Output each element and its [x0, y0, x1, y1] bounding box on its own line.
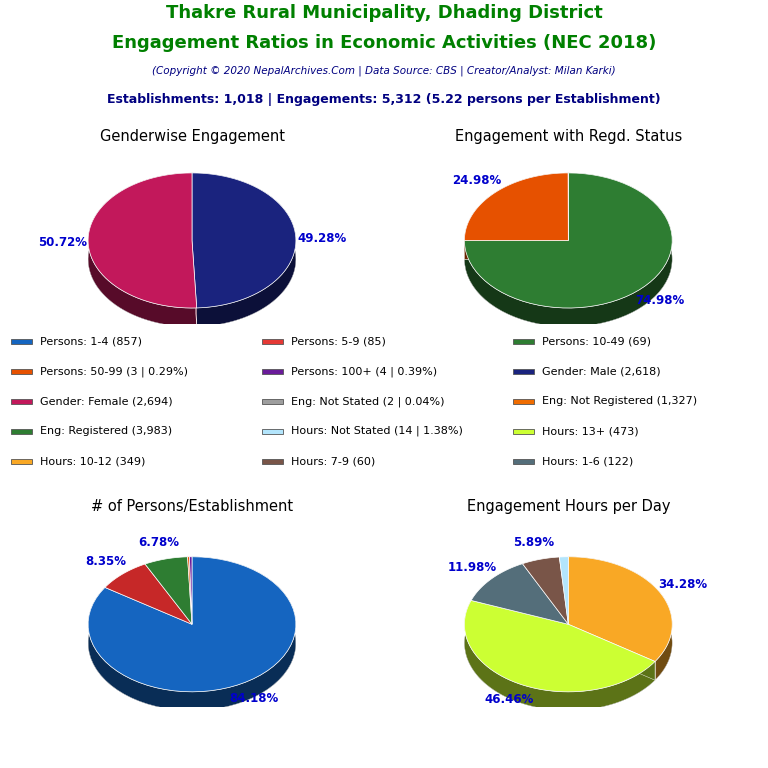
Polygon shape [568, 557, 672, 680]
Text: Hours: 1-6 (122): Hours: 1-6 (122) [541, 456, 633, 466]
FancyBboxPatch shape [263, 399, 283, 404]
Polygon shape [192, 173, 296, 326]
Text: Engagement Ratios in Economic Activities (NEC 2018): Engagement Ratios in Economic Activities… [112, 34, 656, 51]
Text: Thakre Rural Municipality, Dhading District: Thakre Rural Municipality, Dhading Distr… [166, 5, 602, 22]
Polygon shape [187, 557, 192, 624]
FancyBboxPatch shape [12, 429, 31, 434]
Polygon shape [88, 173, 197, 326]
Text: Establishments: 1,018 | Engagements: 5,312 (5.22 persons per Establishment): Establishments: 1,018 | Engagements: 5,3… [108, 94, 660, 106]
Text: Gender: Male (2,618): Gender: Male (2,618) [541, 366, 660, 376]
Polygon shape [465, 240, 568, 260]
FancyBboxPatch shape [12, 399, 31, 404]
FancyBboxPatch shape [12, 339, 31, 344]
Text: Gender: Female (2,694): Gender: Female (2,694) [40, 396, 173, 406]
Text: Persons: 100+ (4 | 0.39%): Persons: 100+ (4 | 0.39%) [291, 366, 437, 376]
Text: 34.28%: 34.28% [658, 578, 707, 591]
Polygon shape [192, 240, 197, 326]
Text: 8.35%: 8.35% [84, 555, 126, 568]
Polygon shape [88, 575, 296, 710]
Polygon shape [559, 557, 568, 624]
Polygon shape [465, 173, 672, 308]
Polygon shape [522, 557, 568, 624]
FancyBboxPatch shape [263, 458, 283, 464]
Polygon shape [105, 564, 192, 624]
Text: # of Persons/Establishment: # of Persons/Establishment [91, 499, 293, 514]
Polygon shape [88, 173, 197, 308]
FancyBboxPatch shape [513, 339, 534, 344]
Text: Persons: 10-49 (69): Persons: 10-49 (69) [541, 336, 650, 346]
Polygon shape [145, 557, 192, 624]
FancyBboxPatch shape [263, 369, 283, 374]
Text: 24.98%: 24.98% [452, 174, 501, 187]
Text: Persons: 50-99 (3 | 0.29%): Persons: 50-99 (3 | 0.29%) [40, 366, 188, 376]
Text: Hours: 7-9 (60): Hours: 7-9 (60) [291, 456, 376, 466]
Text: Engagement with Regd. Status: Engagement with Regd. Status [455, 128, 682, 144]
Text: Eng: Not Stated (2 | 0.04%): Eng: Not Stated (2 | 0.04%) [291, 396, 445, 406]
Text: Eng: Not Registered (1,327): Eng: Not Registered (1,327) [541, 396, 697, 406]
FancyBboxPatch shape [263, 429, 283, 434]
Polygon shape [465, 173, 568, 240]
Polygon shape [568, 624, 655, 680]
Text: Engagement Hours per Day: Engagement Hours per Day [467, 499, 670, 514]
Polygon shape [471, 564, 568, 624]
Text: Hours: 13+ (473): Hours: 13+ (473) [541, 426, 638, 436]
Polygon shape [88, 192, 296, 326]
Text: 74.98%: 74.98% [636, 293, 685, 306]
Text: Hours: 10-12 (349): Hours: 10-12 (349) [40, 456, 145, 466]
Polygon shape [465, 240, 568, 260]
Polygon shape [465, 192, 672, 326]
Polygon shape [465, 173, 672, 326]
Polygon shape [568, 557, 672, 661]
Text: Eng: Registered (3,983): Eng: Registered (3,983) [40, 426, 172, 436]
Text: 49.28%: 49.28% [297, 232, 346, 245]
FancyBboxPatch shape [263, 339, 283, 344]
Text: Persons: 5-9 (85): Persons: 5-9 (85) [291, 336, 386, 346]
Text: 46.46%: 46.46% [485, 693, 534, 706]
Polygon shape [192, 240, 197, 326]
Text: Genderwise Engagement: Genderwise Engagement [100, 128, 284, 144]
FancyBboxPatch shape [513, 429, 534, 434]
FancyBboxPatch shape [513, 369, 534, 374]
Text: Hours: Not Stated (14 | 1.38%): Hours: Not Stated (14 | 1.38%) [291, 426, 463, 436]
Text: Persons: 1-4 (857): Persons: 1-4 (857) [40, 336, 142, 346]
Polygon shape [190, 557, 192, 624]
Polygon shape [88, 557, 296, 692]
Polygon shape [568, 624, 655, 680]
FancyBboxPatch shape [12, 458, 31, 464]
FancyBboxPatch shape [513, 458, 534, 464]
Text: 84.18%: 84.18% [230, 692, 279, 705]
Polygon shape [465, 601, 655, 710]
FancyBboxPatch shape [513, 399, 534, 404]
Text: 11.98%: 11.98% [448, 561, 497, 574]
Text: 50.72%: 50.72% [38, 236, 87, 249]
Polygon shape [88, 557, 296, 710]
Polygon shape [465, 601, 655, 692]
Text: 6.78%: 6.78% [139, 536, 180, 549]
Text: 5.89%: 5.89% [513, 537, 554, 549]
FancyBboxPatch shape [12, 369, 31, 374]
Text: (Copyright © 2020 NepalArchives.Com | Data Source: CBS | Creator/Analyst: Milan : (Copyright © 2020 NepalArchives.Com | Da… [152, 66, 616, 76]
Polygon shape [465, 173, 568, 260]
Polygon shape [192, 173, 296, 308]
Polygon shape [465, 575, 672, 710]
